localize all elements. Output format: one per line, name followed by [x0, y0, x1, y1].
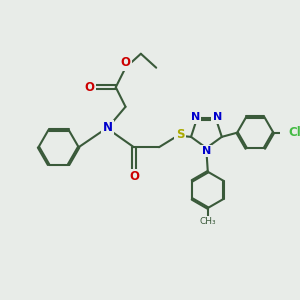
- Text: O: O: [85, 81, 95, 94]
- Text: N: N: [191, 112, 200, 122]
- Text: N: N: [202, 146, 211, 156]
- Text: O: O: [129, 170, 139, 183]
- Text: S: S: [176, 128, 184, 141]
- Text: N: N: [102, 121, 112, 134]
- Text: N: N: [213, 112, 222, 122]
- Text: Cl: Cl: [288, 126, 300, 139]
- Text: CH₃: CH₃: [200, 217, 216, 226]
- Text: O: O: [121, 56, 130, 69]
